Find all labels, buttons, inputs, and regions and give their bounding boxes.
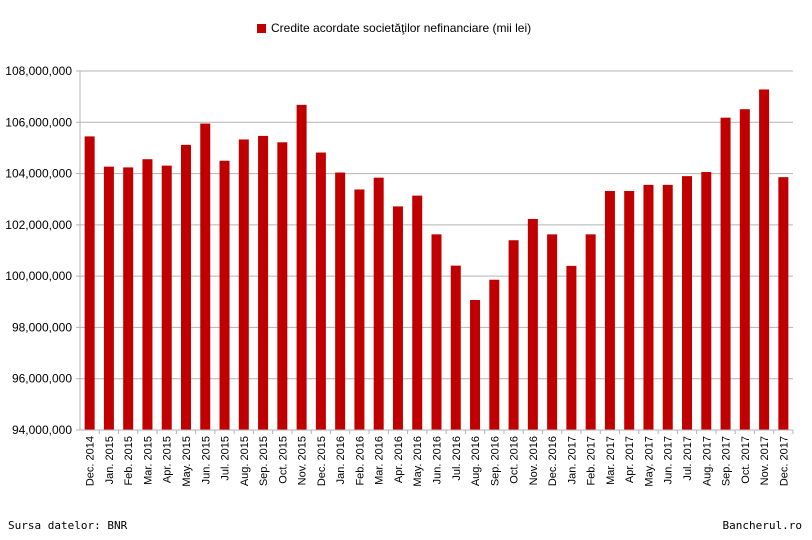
- x-tick-label: Jan. 2015: [104, 436, 116, 484]
- bar: [431, 234, 442, 430]
- bar: [682, 176, 693, 430]
- bar: [450, 265, 461, 430]
- bar: [373, 177, 384, 430]
- x-tick-label: Jun. 2016: [432, 436, 444, 484]
- brand-label: Bancherul.ro: [722, 519, 802, 532]
- bar: [315, 152, 326, 430]
- x-tick-label: Jul. 2017: [682, 436, 694, 481]
- bar: [277, 142, 288, 430]
- bar: [354, 189, 365, 430]
- x-tick-label: Mar. 2016: [374, 436, 386, 485]
- bar: [412, 195, 423, 430]
- x-tick-label: Mar. 2015: [142, 436, 154, 485]
- source-note: Sursa datelor: BNR: [8, 519, 128, 532]
- bar: [585, 234, 596, 430]
- x-tick-label: Oct. 2017: [740, 436, 752, 484]
- bar: [759, 89, 770, 430]
- x-tick-label: Mar. 2017: [605, 436, 617, 485]
- x-tick-label: Jun. 2017: [663, 436, 675, 484]
- bar: [142, 159, 153, 430]
- y-tick-label: 104,000,000: [5, 167, 72, 181]
- x-axis-tick-labels: Dec. 2014 Jan. 2015 Feb. 2015 Mar. 2015 Apr.…: [85, 430, 794, 487]
- bar: [200, 123, 211, 430]
- bar: [547, 234, 558, 430]
- x-tick-label: Nov. 2016: [528, 436, 540, 485]
- x-tick-label: Apr. 2017: [624, 436, 636, 483]
- x-tick-label: Sep. 2015: [258, 436, 270, 486]
- bar: [219, 160, 230, 430]
- bar: [84, 136, 95, 430]
- bar: [739, 109, 750, 430]
- bar: [180, 144, 191, 430]
- x-tick-label: Dec. 2017: [778, 436, 790, 486]
- bar: [508, 240, 519, 430]
- bar: [643, 184, 654, 430]
- x-tick-label: Apr. 2015: [162, 436, 174, 483]
- bar: [778, 177, 789, 430]
- bar: [103, 166, 114, 430]
- x-tick-label: Jun. 2015: [200, 436, 212, 484]
- y-tick-label: 94,000,000: [12, 423, 72, 437]
- x-tick-label: May. 2015: [181, 436, 193, 487]
- x-tick-label: Feb. 2016: [354, 436, 366, 486]
- x-tick-label: Feb. 2015: [123, 436, 135, 486]
- legend-label: Credite acordate societăţilor nefinancia…: [271, 21, 532, 35]
- y-tick-label: 106,000,000: [5, 115, 72, 129]
- x-tick-label: Sep. 2016: [489, 436, 501, 486]
- bar: [335, 172, 346, 430]
- bar: [258, 135, 269, 430]
- x-tick-label: Dec. 2015: [316, 436, 328, 486]
- bar: [720, 117, 731, 431]
- bar: [604, 191, 615, 430]
- bar: [489, 279, 500, 430]
- x-tick-label: May. 2016: [412, 436, 424, 487]
- bar: [566, 265, 577, 430]
- y-tick-label: 102,000,000: [5, 218, 72, 232]
- legend: Credite acordate societăţilor nefinancia…: [257, 21, 531, 35]
- bar: [238, 139, 249, 430]
- bar: [123, 167, 134, 430]
- x-tick-label: Feb. 2017: [586, 436, 598, 486]
- x-tick-label: Jan. 2017: [566, 436, 578, 484]
- bar: [470, 299, 481, 430]
- bar: [161, 165, 172, 431]
- bar: [701, 172, 712, 431]
- bar: [662, 184, 673, 430]
- legend-swatch: [257, 23, 266, 33]
- bar: [527, 218, 538, 430]
- bar: [624, 191, 635, 430]
- y-tick-label: 100,000,000: [5, 269, 72, 283]
- x-tick-label: Dec. 2016: [547, 436, 559, 486]
- y-tick-label: 108,000,000: [5, 64, 72, 78]
- x-tick-label: Oct. 2015: [277, 436, 289, 484]
- x-tick-label: Aug. 2015: [239, 436, 251, 486]
- y-axis-tick-labels: 94,000,000 96,000,000 98,000,000 100,000,00…: [5, 64, 72, 437]
- x-tick-label: Oct. 2016: [509, 436, 521, 484]
- x-tick-label: Nov. 2015: [297, 436, 309, 485]
- x-tick-label: Dec. 2014: [85, 436, 97, 486]
- x-tick-label: Aug. 2016: [470, 436, 482, 486]
- x-tick-label: Jul. 2016: [451, 436, 463, 481]
- x-tick-label: Aug. 2017: [701, 436, 713, 486]
- x-tick-label: Apr. 2016: [393, 436, 405, 483]
- x-tick-label: Sep. 2017: [721, 436, 733, 486]
- x-tick-label: Jul. 2015: [220, 436, 232, 481]
- y-tick-label: 96,000,000: [12, 372, 72, 386]
- bar: [392, 206, 403, 430]
- x-tick-label: May. 2017: [643, 436, 655, 487]
- bars: [84, 89, 789, 431]
- bar: [296, 104, 307, 430]
- x-tick-label: Jan. 2016: [335, 436, 347, 484]
- y-tick-label: 98,000,000: [12, 320, 72, 334]
- x-tick-label: Nov. 2017: [759, 436, 771, 485]
